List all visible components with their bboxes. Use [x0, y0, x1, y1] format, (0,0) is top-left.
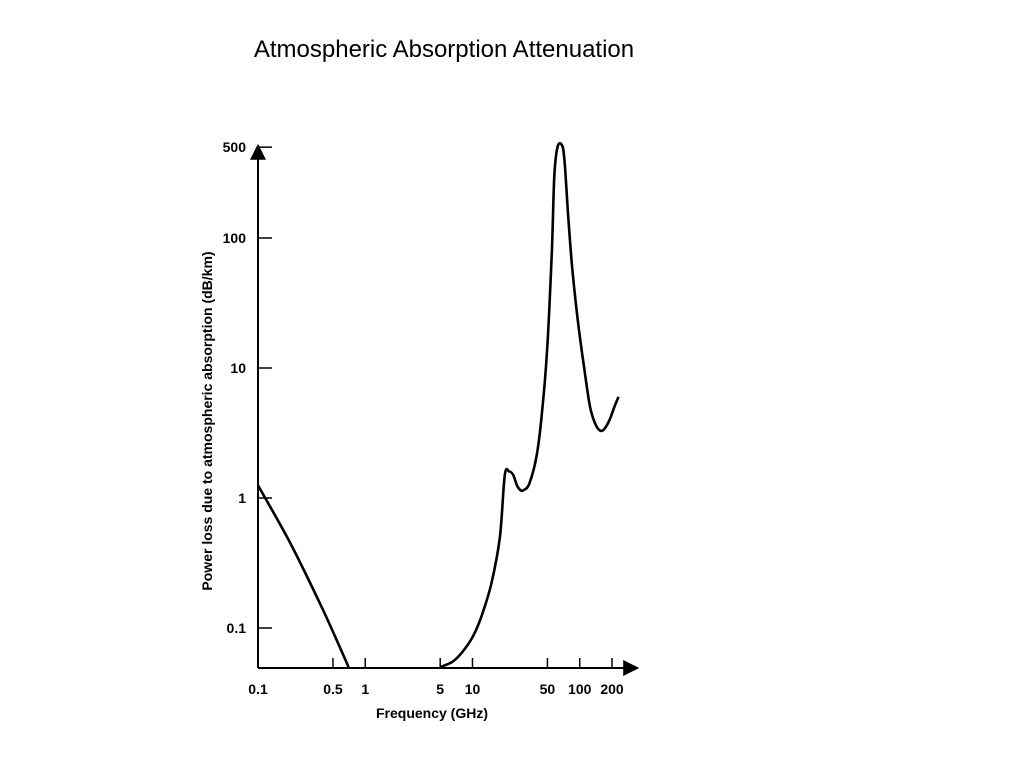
y-axis-label: Power loss due to atmospheric absorption… — [199, 251, 215, 590]
x-tick-label: 5 — [436, 681, 444, 697]
y-tick-label: 0.1 — [227, 620, 247, 636]
y-tick-label: 500 — [223, 139, 247, 155]
series-line-1 — [256, 484, 350, 668]
page-title: Atmospheric Absorption Attenuation — [253, 36, 635, 63]
x-tick-label: 0.1 — [248, 681, 268, 697]
x-tick-label: 100 — [568, 681, 592, 697]
x-axis-label: Frequency (GHz) — [376, 705, 488, 721]
x-tick-label: 10 — [465, 681, 481, 697]
series-line-2 — [439, 142, 620, 669]
x-tick-label: 200 — [600, 681, 624, 697]
y-tick-label: 1 — [238, 490, 246, 506]
x-tick-label: 0.5 — [323, 681, 343, 697]
y-tick-label: 100 — [223, 230, 247, 246]
x-tick-label: 1 — [361, 681, 369, 697]
y-tick-label: 10 — [230, 360, 246, 376]
x-tick-label: 50 — [540, 681, 556, 697]
